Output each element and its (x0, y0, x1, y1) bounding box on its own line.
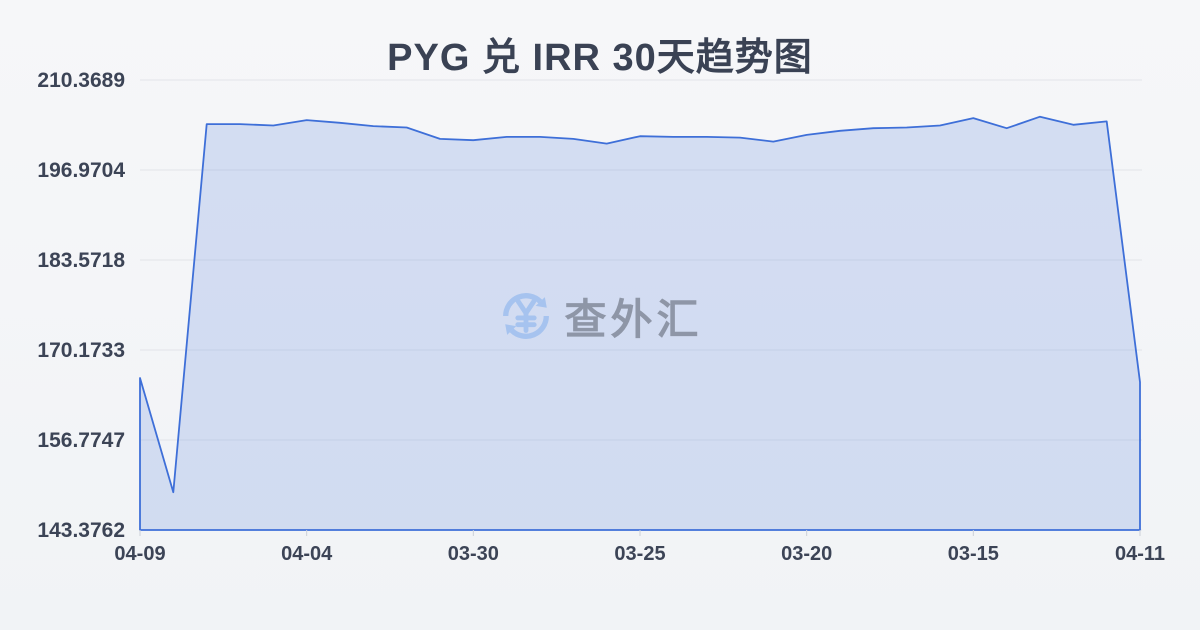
y-axis-label: 170.1733 (37, 339, 125, 362)
x-axis-label: 04-09 (114, 543, 165, 565)
watermark: 查外汇 (0, 286, 1200, 346)
y-axis-label: 156.7747 (37, 429, 125, 452)
x-axis-label: 04-11 (1115, 543, 1165, 565)
x-axis-label: 03-20 (781, 543, 832, 565)
chart-title: PYG 兑 IRR 30天趋势图 (387, 37, 813, 79)
watermark-text: 查外汇 (564, 295, 703, 343)
x-axis-label: 03-15 (948, 543, 999, 565)
x-axis-label: 04-04 (281, 543, 333, 565)
x-axis-label: 03-30 (448, 543, 499, 565)
currency-exchange-icon (503, 293, 550, 339)
y-axis-label: 196.9704 (37, 159, 125, 182)
x-axis-label: 03-25 (614, 543, 665, 565)
y-axis-label: 183.5718 (37, 249, 125, 272)
y-axis-label: 143.3762 (37, 519, 125, 542)
trend-area-series (139, 115, 1141, 531)
yen-symbol (515, 299, 538, 333)
y-axis-label: 210.3689 (37, 69, 125, 92)
